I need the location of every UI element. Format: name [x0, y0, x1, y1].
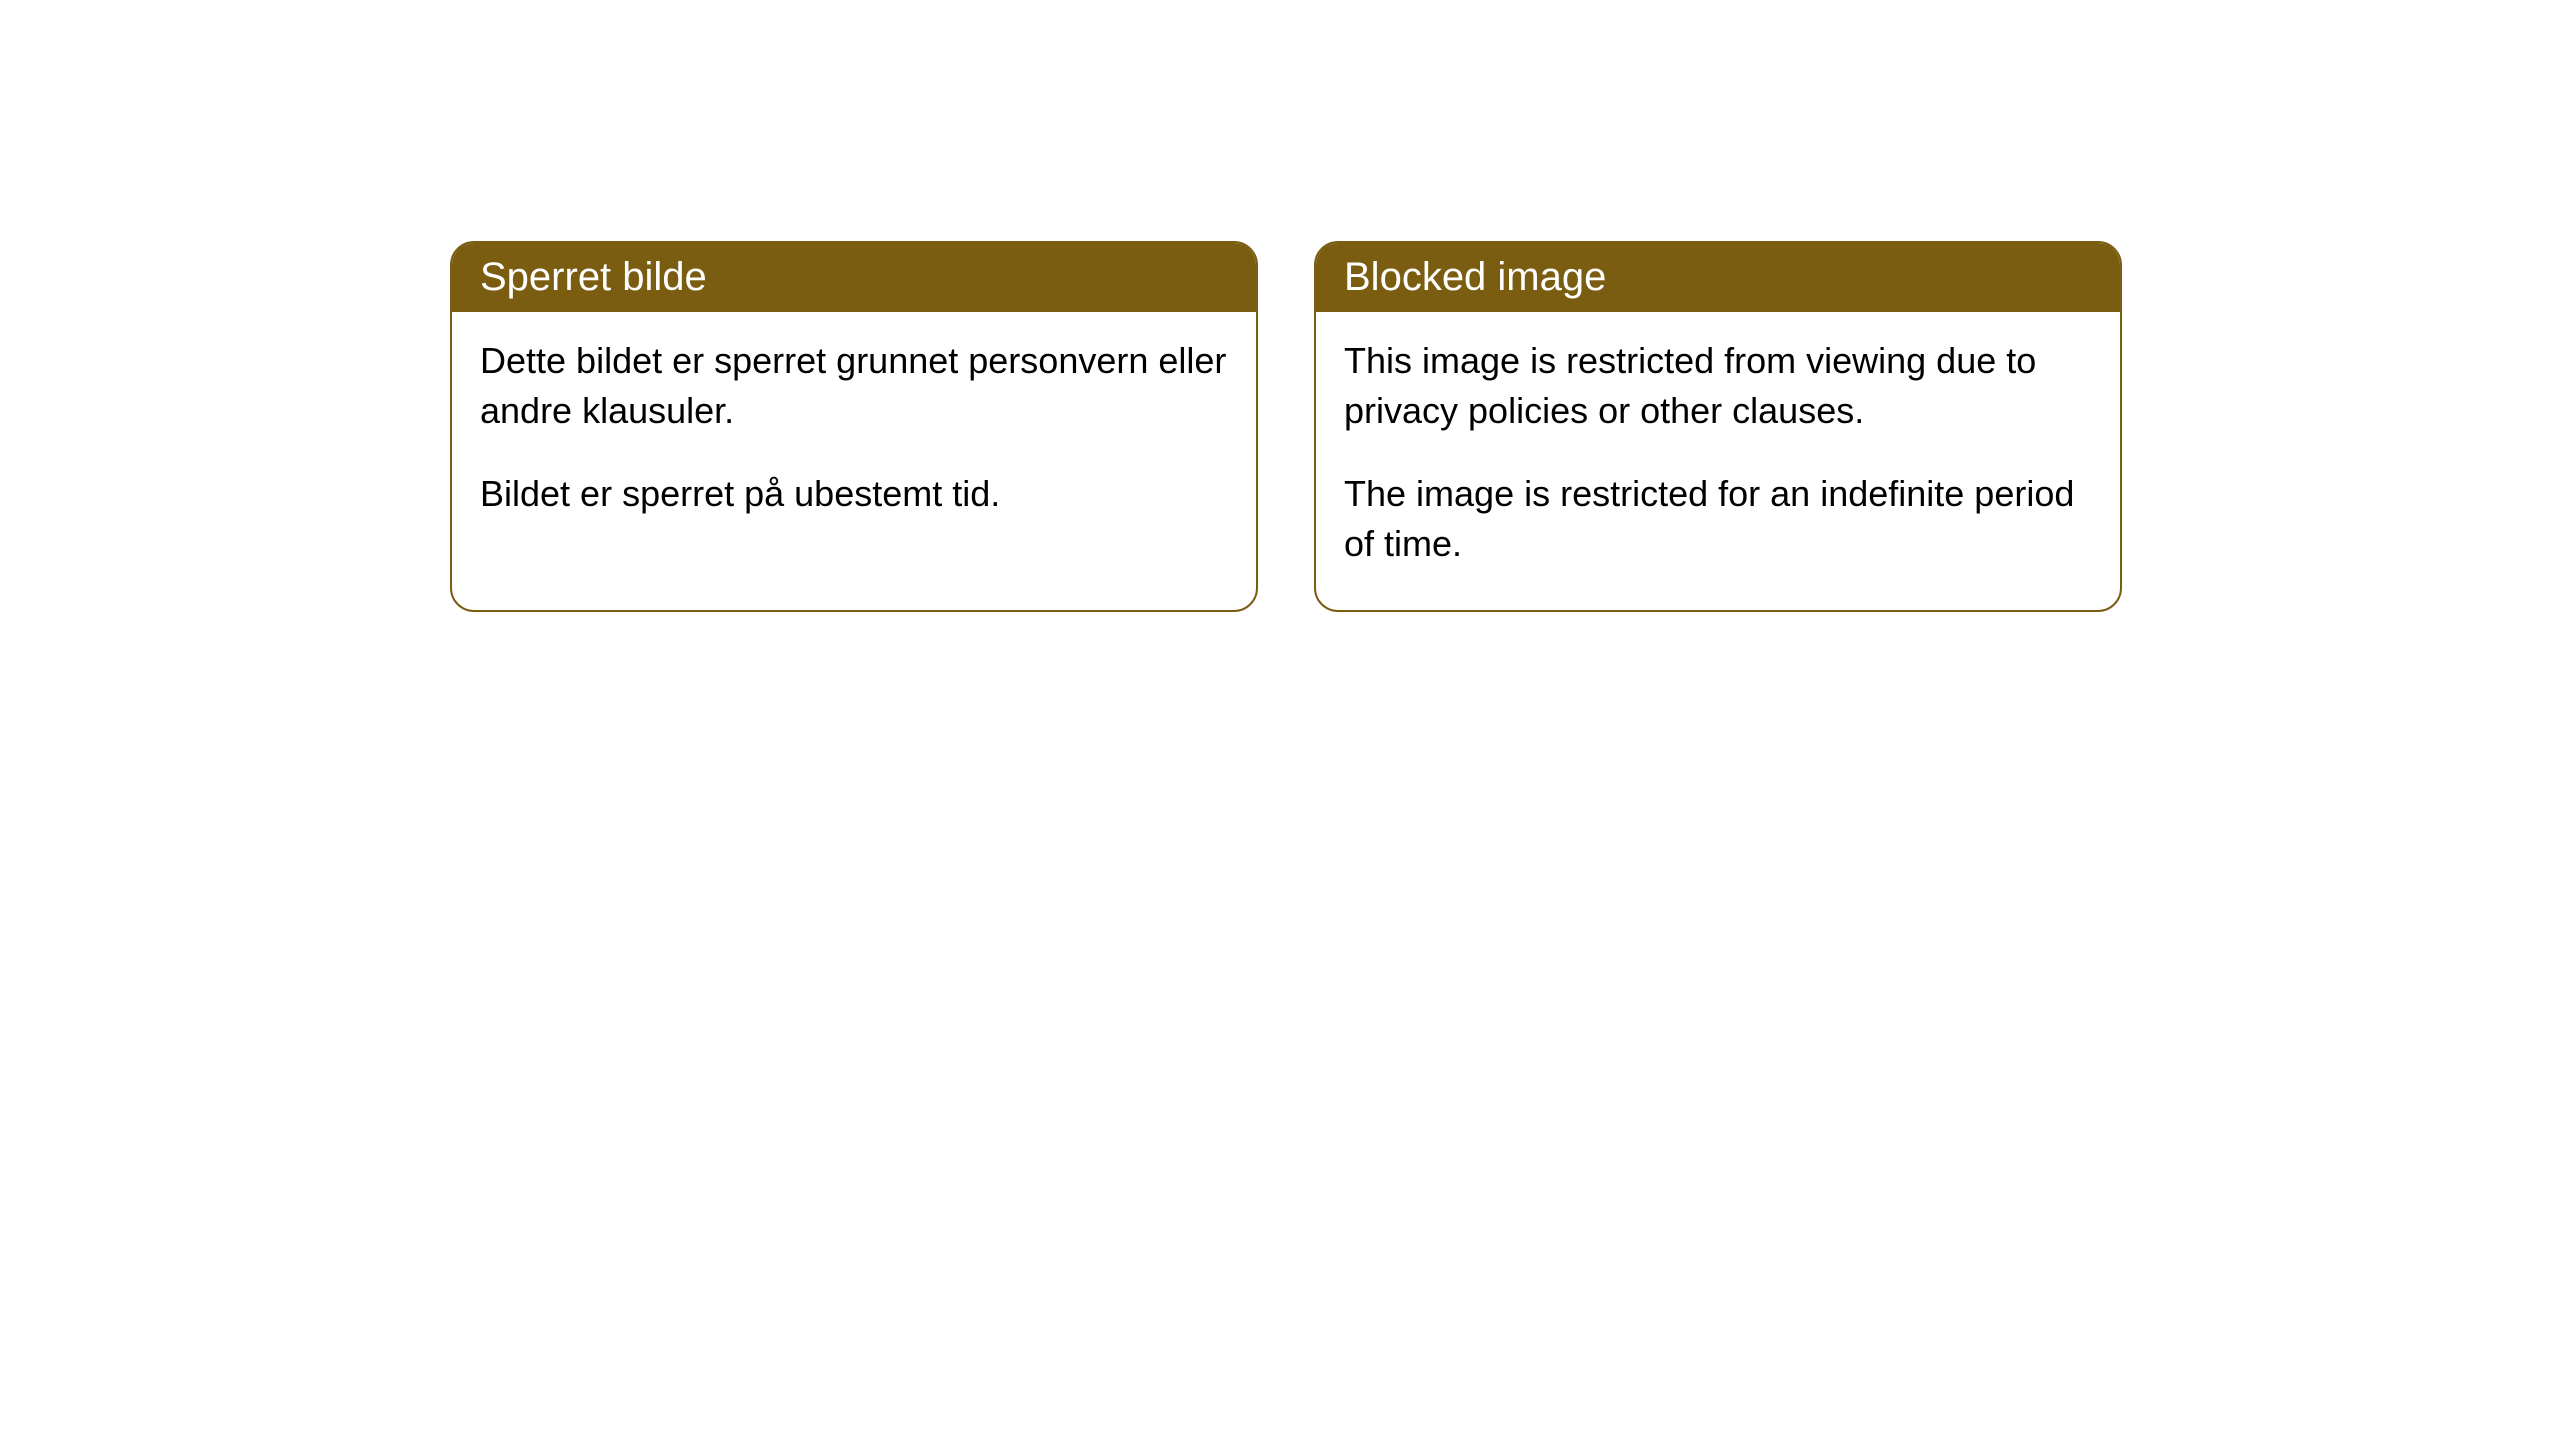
notice-container: Sperret bilde Dette bildet er sperret gr… — [0, 0, 2560, 612]
card-text-english-2: The image is restricted for an indefinit… — [1344, 469, 2092, 570]
card-text-english-1: This image is restricted from viewing du… — [1344, 336, 2092, 437]
card-body-norwegian: Dette bildet er sperret grunnet personve… — [452, 312, 1256, 559]
card-text-norwegian-2: Bildet er sperret på ubestemt tid. — [480, 469, 1228, 519]
card-text-norwegian-1: Dette bildet er sperret grunnet personve… — [480, 336, 1228, 437]
blocked-image-card-norwegian: Sperret bilde Dette bildet er sperret gr… — [450, 241, 1258, 612]
card-title-norwegian: Sperret bilde — [452, 243, 1256, 312]
card-body-english: This image is restricted from viewing du… — [1316, 312, 2120, 610]
blocked-image-card-english: Blocked image This image is restricted f… — [1314, 241, 2122, 612]
card-title-english: Blocked image — [1316, 243, 2120, 312]
